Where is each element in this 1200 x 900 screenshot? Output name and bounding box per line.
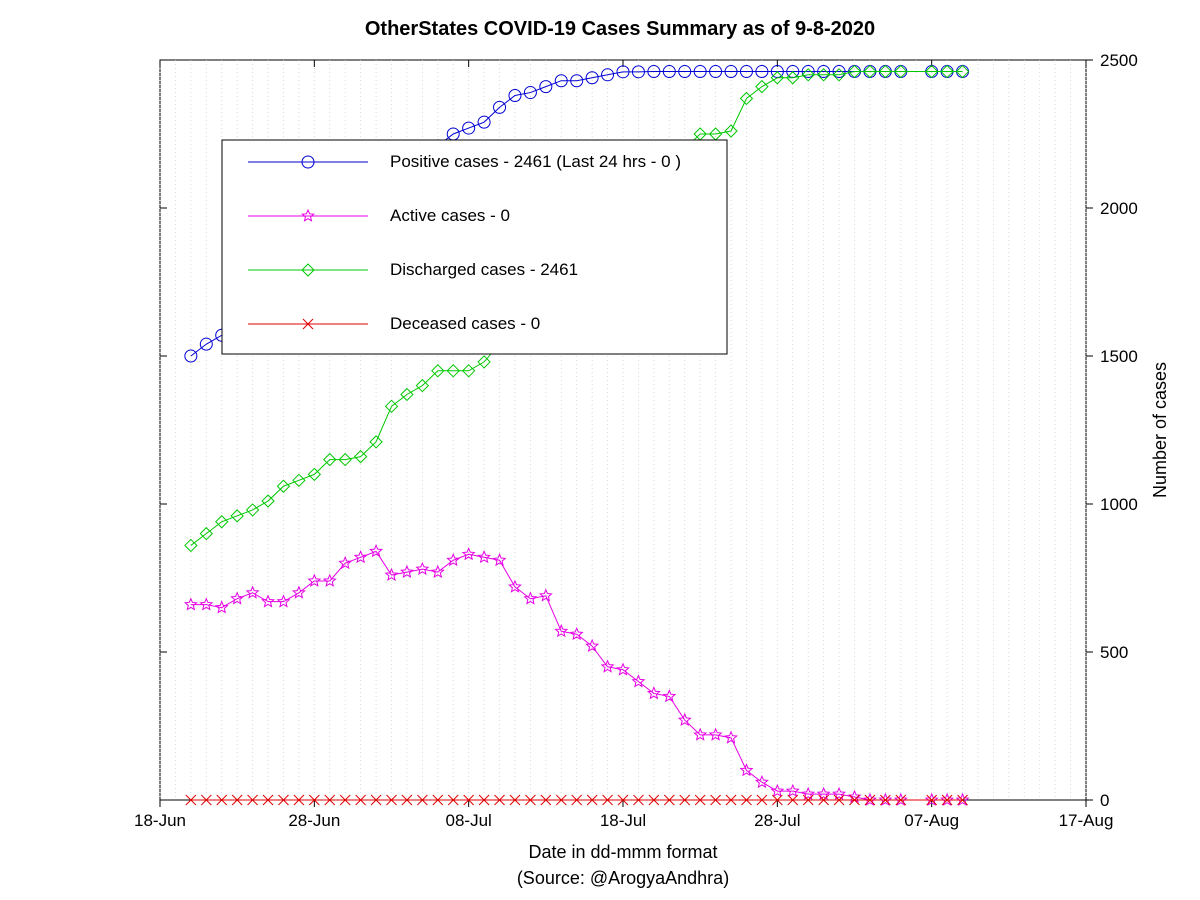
svg-text:1500: 1500 <box>1100 347 1138 366</box>
svg-text:2500: 2500 <box>1100 51 1138 70</box>
svg-text:1000: 1000 <box>1100 495 1138 514</box>
chart-title: OtherStates COVID-19 Cases Summary as of… <box>365 18 875 40</box>
covid-chart: OtherStates COVID-19 Cases Summary as of… <box>0 0 1200 900</box>
svg-text:18-Jun: 18-Jun <box>134 811 186 830</box>
legend-label-discharged: Discharged cases - 2461 <box>390 260 578 279</box>
svg-text:500: 500 <box>1100 643 1128 662</box>
x-tick-labels: 18-Jun 28-Jun 08-Jul 18-Jul 28-Jul 07-Aug 17-A… <box>134 811 1113 830</box>
svg-text:08-Jul: 08-Jul <box>446 811 492 830</box>
legend: Positive cases - 2461 (Last 24 hrs - 0 )… <box>222 140 727 354</box>
source-label: (Source: @ArogyaAndhra) <box>517 868 729 888</box>
legend-label-active: Active cases - 0 <box>390 206 510 225</box>
svg-text:07-Aug: 07-Aug <box>904 811 959 830</box>
svg-text:0: 0 <box>1100 791 1109 810</box>
y-axis-label: Number of cases <box>1150 362 1170 498</box>
legend-label-deceased: Deceased cases - 0 <box>390 314 540 333</box>
x-axis-label: Date in dd-mmm format <box>528 842 717 862</box>
svg-text:17-Aug: 17-Aug <box>1059 811 1114 830</box>
svg-text:28-Jun: 28-Jun <box>288 811 340 830</box>
legend-label-positive: Positive cases - 2461 (Last 24 hrs - 0 ) <box>390 152 681 171</box>
y-tick-labels: 0 500 1000 1500 2000 2500 <box>1100 51 1138 810</box>
svg-text:2000: 2000 <box>1100 199 1138 218</box>
svg-text:18-Jul: 18-Jul <box>600 811 646 830</box>
svg-text:28-Jul: 28-Jul <box>754 811 800 830</box>
